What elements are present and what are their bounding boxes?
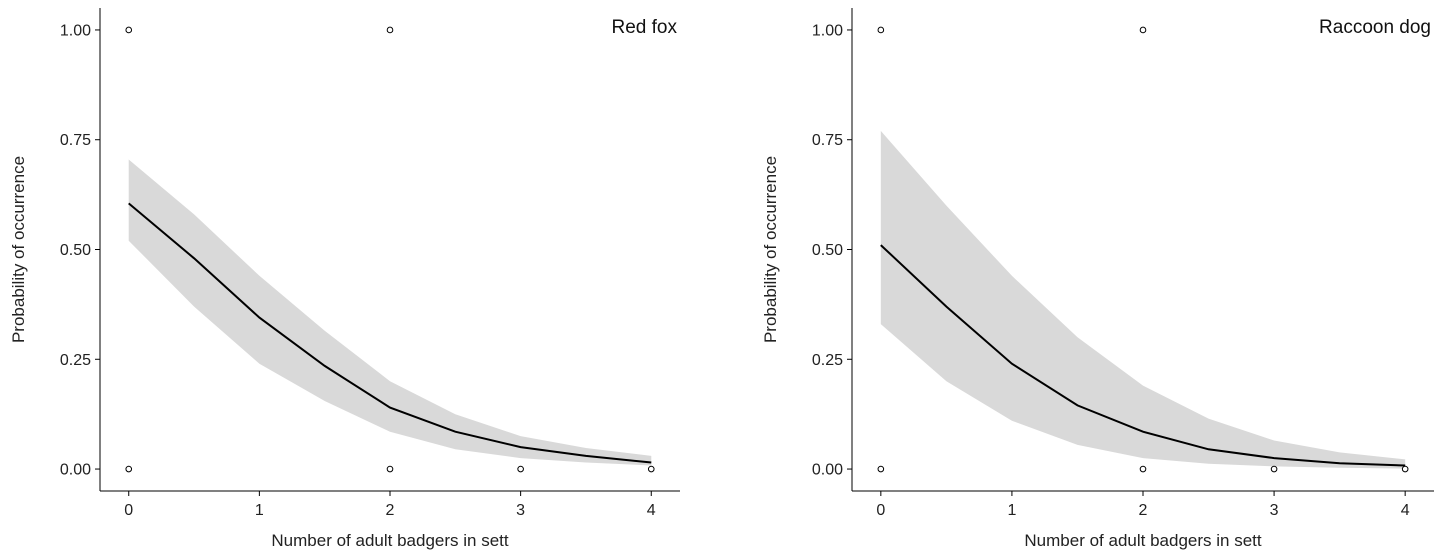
x-tick-label: 0 <box>876 502 885 519</box>
panel-title: Raccoon dog <box>1319 17 1431 38</box>
y-tick-label: 0.50 <box>812 242 843 259</box>
x-tick-label: 3 <box>516 502 525 519</box>
panel-title: Red fox <box>612 17 678 38</box>
y-tick-label: 1.00 <box>60 22 91 39</box>
fitted-line <box>128 202 652 464</box>
data-point <box>386 26 394 34</box>
y-tick-label: 0.25 <box>812 352 843 369</box>
x-tick-label: 4 <box>647 502 656 519</box>
data-point <box>1139 465 1147 473</box>
y-tick-label: 0.75 <box>60 132 91 149</box>
panel-2: 0.00 0.25 0.50 0.75 1.00 0 1 2 3 4 Number of adult… <box>761 8 1434 550</box>
x-tick-label: 0 <box>124 502 133 519</box>
confidence-band <box>128 159 652 466</box>
x-axis-label: Number of adult badgers in sett <box>1024 531 1261 550</box>
y-axis-label: Probability of occurrence <box>761 156 780 343</box>
data-point <box>1401 465 1409 473</box>
x-tick-label: 3 <box>1270 502 1279 519</box>
data-point <box>1270 465 1278 473</box>
data-point <box>877 26 885 34</box>
data-point <box>517 465 524 473</box>
data-point <box>125 465 133 473</box>
y-tick-label: 0.25 <box>60 352 91 369</box>
data-point <box>647 465 655 473</box>
fitted-line <box>880 244 1406 467</box>
data-point <box>386 465 394 473</box>
data-point <box>125 26 133 34</box>
x-tick-label: 4 <box>1401 502 1410 519</box>
x-tick-label: 1 <box>1007 502 1016 519</box>
y-tick-label: 0.75 <box>812 132 843 149</box>
y-tick-label: 0.00 <box>812 462 843 479</box>
x-axis-label: Number of adult badgers in sett <box>271 531 508 550</box>
data-point <box>877 465 885 473</box>
data-point <box>1139 26 1147 34</box>
x-tick-label: 2 <box>386 502 395 519</box>
confidence-band <box>880 130 1406 469</box>
y-axis-label: Probability of occurrence <box>9 156 28 343</box>
y-tick-label: 1.00 <box>812 22 843 39</box>
x-tick-label: 2 <box>1139 502 1148 519</box>
x-tick-label: 1 <box>255 502 264 519</box>
y-tick-label: 0.50 <box>60 242 91 259</box>
panel-1: 0.00 0.25 0.50 0.75 1.00 0 1 2 3 4 Number of adult… <box>9 8 680 550</box>
y-tick-label: 0.00 <box>60 462 91 479</box>
